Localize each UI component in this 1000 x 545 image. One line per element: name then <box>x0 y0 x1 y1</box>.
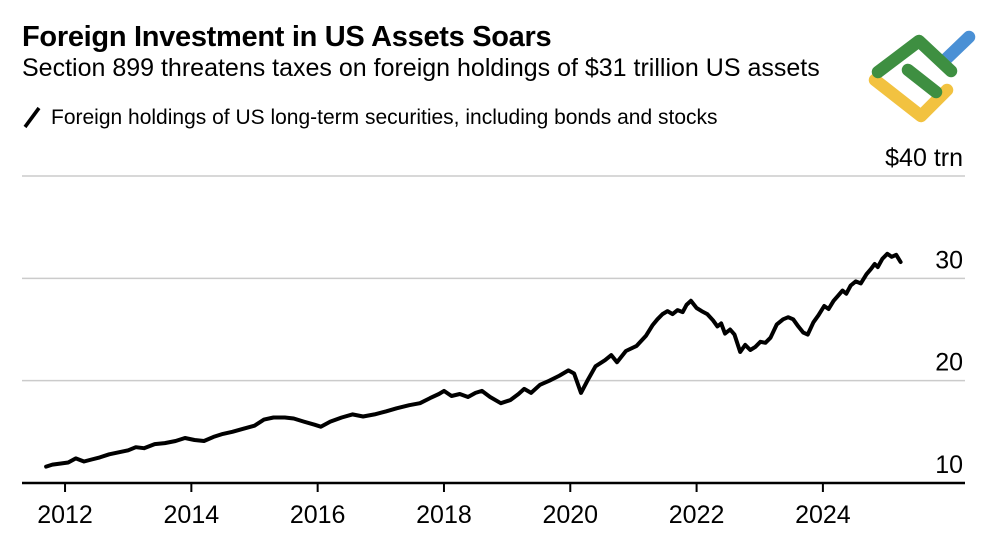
y-axis-label: 30 <box>935 246 963 274</box>
logo-yellow-check <box>868 73 954 123</box>
page-title: Foreign Investment in US Assets Soars <box>22 21 552 53</box>
x-axis-label: 2016 <box>290 501 346 529</box>
litefinance-logo <box>868 25 978 125</box>
x-axis-label: 2012 <box>37 501 93 529</box>
litefinance-logo-mark <box>868 30 976 123</box>
y-axis-label: 20 <box>935 349 963 377</box>
legend-line-icon <box>23 106 41 129</box>
legend: Foreign holdings of US long-term securit… <box>22 105 718 130</box>
x-axis-label: 2024 <box>795 501 851 529</box>
logo-green-peak <box>871 34 958 79</box>
legend-slash <box>23 106 41 129</box>
y-axis-label: 10 <box>935 451 963 479</box>
subtitle: Section 899 threatens taxes on foreign h… <box>22 54 820 82</box>
y-axis-label: $40 trn <box>885 144 963 172</box>
x-axis-label: 2020 <box>542 501 598 529</box>
legend-label: Foreign holdings of US long-term securit… <box>51 106 718 129</box>
x-axis-label: 2014 <box>164 501 220 529</box>
x-axis-label: 2022 <box>669 501 725 529</box>
data-line <box>44 251 903 469</box>
x-axis-label: 2018 <box>416 501 472 529</box>
logo-green-arm <box>901 63 943 99</box>
logo-blue-segment <box>937 30 976 68</box>
